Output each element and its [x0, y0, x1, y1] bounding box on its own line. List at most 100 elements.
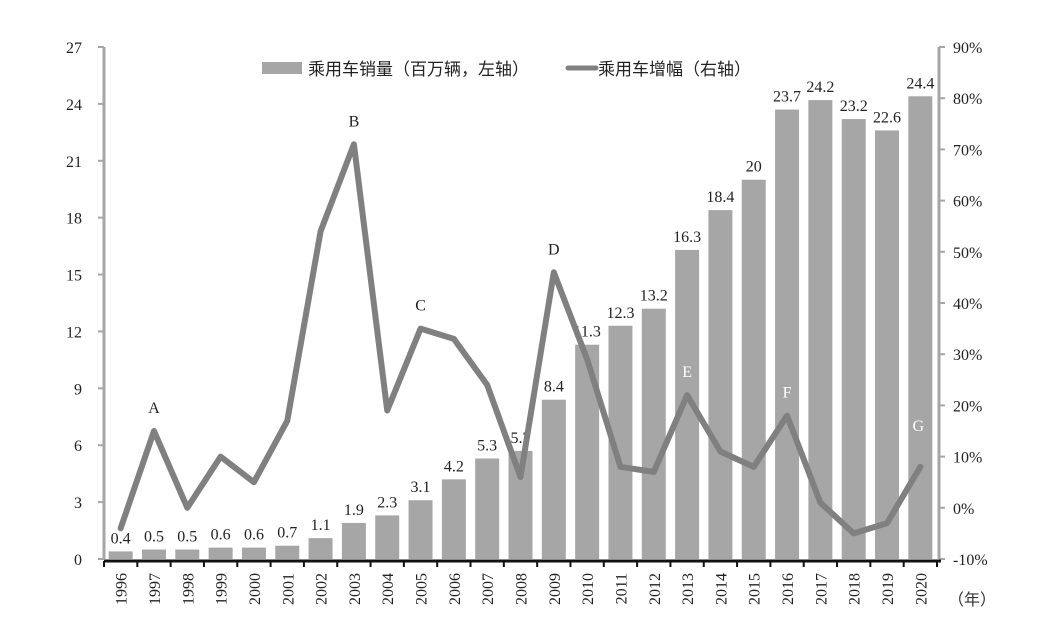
growth-line: [121, 144, 921, 533]
legend-bar-swatch: [262, 62, 302, 74]
bar-2020: [908, 96, 932, 559]
x-axis-tick-label: 1996: [114, 573, 131, 605]
x-axis-tick-label: 2014: [713, 573, 730, 605]
right-axis-tick-label: -10%: [953, 552, 988, 569]
bar-value-label: 18.4: [706, 189, 734, 206]
bar-2006: [442, 479, 466, 559]
annotation-G: G: [913, 418, 925, 435]
bar-2009: [542, 400, 566, 559]
bar-value-label: 23.7: [773, 89, 801, 106]
right-axis-tick-label: 40%: [953, 296, 982, 313]
left-axis-tick-label: 6: [74, 438, 82, 455]
x-axis-tick-label: 2005: [414, 573, 431, 605]
x-axis-tick-label: 2009: [547, 573, 564, 605]
legend-bar-label: 乘用车销量（百万辆，左轴）: [308, 60, 529, 79]
left-axis-tick-label: 12: [66, 324, 82, 341]
bar-value-label: 16.3: [673, 229, 701, 246]
right-axis-tick-label: 0%: [953, 501, 974, 518]
bar-2001: [275, 546, 299, 559]
bar-2007: [475, 458, 499, 559]
bar-value-label: 12.3: [606, 305, 634, 322]
bar-value-label: 0.5: [177, 529, 197, 546]
bar-2005: [409, 500, 433, 559]
right-axis-tick-label: 10%: [953, 450, 982, 467]
x-axis-tick-label: 2010: [580, 573, 597, 605]
bar-value-label: 5.3: [477, 437, 497, 454]
x-axis-tick-label: 2007: [480, 573, 497, 605]
bar-2014: [708, 210, 732, 559]
bar-2018: [842, 119, 866, 559]
bar-2015: [742, 180, 766, 559]
bar-value-label: 22.6: [873, 109, 901, 126]
bar-value-label: 24.4: [906, 75, 934, 92]
bar-2016: [775, 110, 799, 559]
left-axis-tick-label: 18: [66, 211, 82, 228]
bar-1997: [142, 550, 166, 559]
bar-2004: [375, 515, 399, 559]
bar-2017: [808, 100, 832, 559]
x-axis-tick-label: 2006: [447, 573, 464, 605]
x-axis-tick-label: 1997: [147, 573, 164, 605]
bar-2012: [642, 309, 666, 559]
left-axis-tick-label: 24: [66, 97, 82, 114]
bar-value-label: 23.2: [840, 98, 868, 115]
bar-value-label: 20: [746, 159, 762, 176]
left-axis-tick-label: 3: [74, 495, 82, 512]
x-axis-tick-label: 1999: [214, 573, 231, 605]
x-axis-tick-label: 2011: [613, 573, 630, 604]
x-axis-tick-label: 2001: [280, 573, 297, 605]
x-axis-tick-label: 2000: [247, 573, 264, 605]
annotation-C: C: [415, 298, 426, 315]
x-axis-tick-label: 2012: [647, 573, 664, 605]
bar-value-label: 0.5: [144, 529, 164, 546]
bar-value-label: 4.2: [444, 458, 464, 475]
left-axis-tick-label: 0: [74, 552, 82, 569]
left-axis-tick-label: 15: [66, 268, 82, 285]
right-axis-tick-label: 30%: [953, 347, 982, 364]
bar-2002: [309, 538, 333, 559]
right-axis-tick-label: 80%: [953, 91, 982, 108]
bar-value-label: 2.3: [377, 494, 397, 511]
x-axis-tick-label: 1998: [180, 573, 197, 605]
legend: 乘用车销量（百万辆，左轴） 乘用车增幅（右轴）: [262, 60, 751, 79]
bar-value-label: 8.4: [544, 379, 564, 396]
bar-1996: [109, 551, 133, 559]
x-axis-tick-label: 2015: [747, 573, 764, 605]
annotation-E: E: [682, 364, 692, 381]
bar-2003: [342, 523, 366, 559]
right-axis-tick-label: 70%: [953, 142, 982, 159]
right-axis-tick-label: 20%: [953, 398, 982, 415]
bar-value-label: 3.1: [411, 479, 431, 496]
bar-2019: [875, 130, 899, 559]
bar-value-label: 24.2: [806, 79, 834, 96]
x-axis-tick-label: 2003: [347, 573, 364, 605]
x-axis-tick-label: 2017: [813, 573, 830, 605]
x-axis-tick-label: 2018: [847, 573, 864, 605]
x-axis-tick-label: 2019: [880, 573, 897, 605]
bar-value-label: 1.1: [311, 517, 331, 534]
x-axis-unit: （年）: [948, 591, 996, 609]
legend-line-label: 乘用车增幅（右轴）: [598, 60, 751, 79]
bar-value-label: 0.4: [111, 530, 131, 547]
left-axis-tick-label: 27: [66, 40, 82, 57]
x-axis-tick-label: 2016: [780, 573, 797, 605]
bar-value-label: 13.2: [640, 288, 668, 305]
annotation-B: B: [349, 113, 360, 130]
x-axis-tick-label: 2002: [314, 573, 331, 605]
left-axis-tick-label: 9: [74, 381, 82, 398]
x-axis-tick-label: 2008: [514, 573, 531, 605]
x-axis-tick-label: 2004: [380, 573, 397, 605]
bar-value-label: 1.9: [344, 502, 364, 519]
x-axis-tick-label: 2020: [913, 573, 930, 605]
right-axis-tick-label: 90%: [953, 40, 982, 57]
bar-value-label: 0.6: [244, 527, 264, 544]
annotation-A: A: [148, 400, 160, 417]
left-axis-tick-label: 21: [66, 154, 82, 171]
bar-2000: [242, 548, 266, 559]
bar-1999: [209, 548, 233, 559]
right-axis-tick-label: 60%: [953, 194, 982, 211]
bar-1998: [175, 550, 199, 559]
annotation-F: F: [783, 385, 792, 402]
bar-value-label: 0.6: [211, 527, 231, 544]
